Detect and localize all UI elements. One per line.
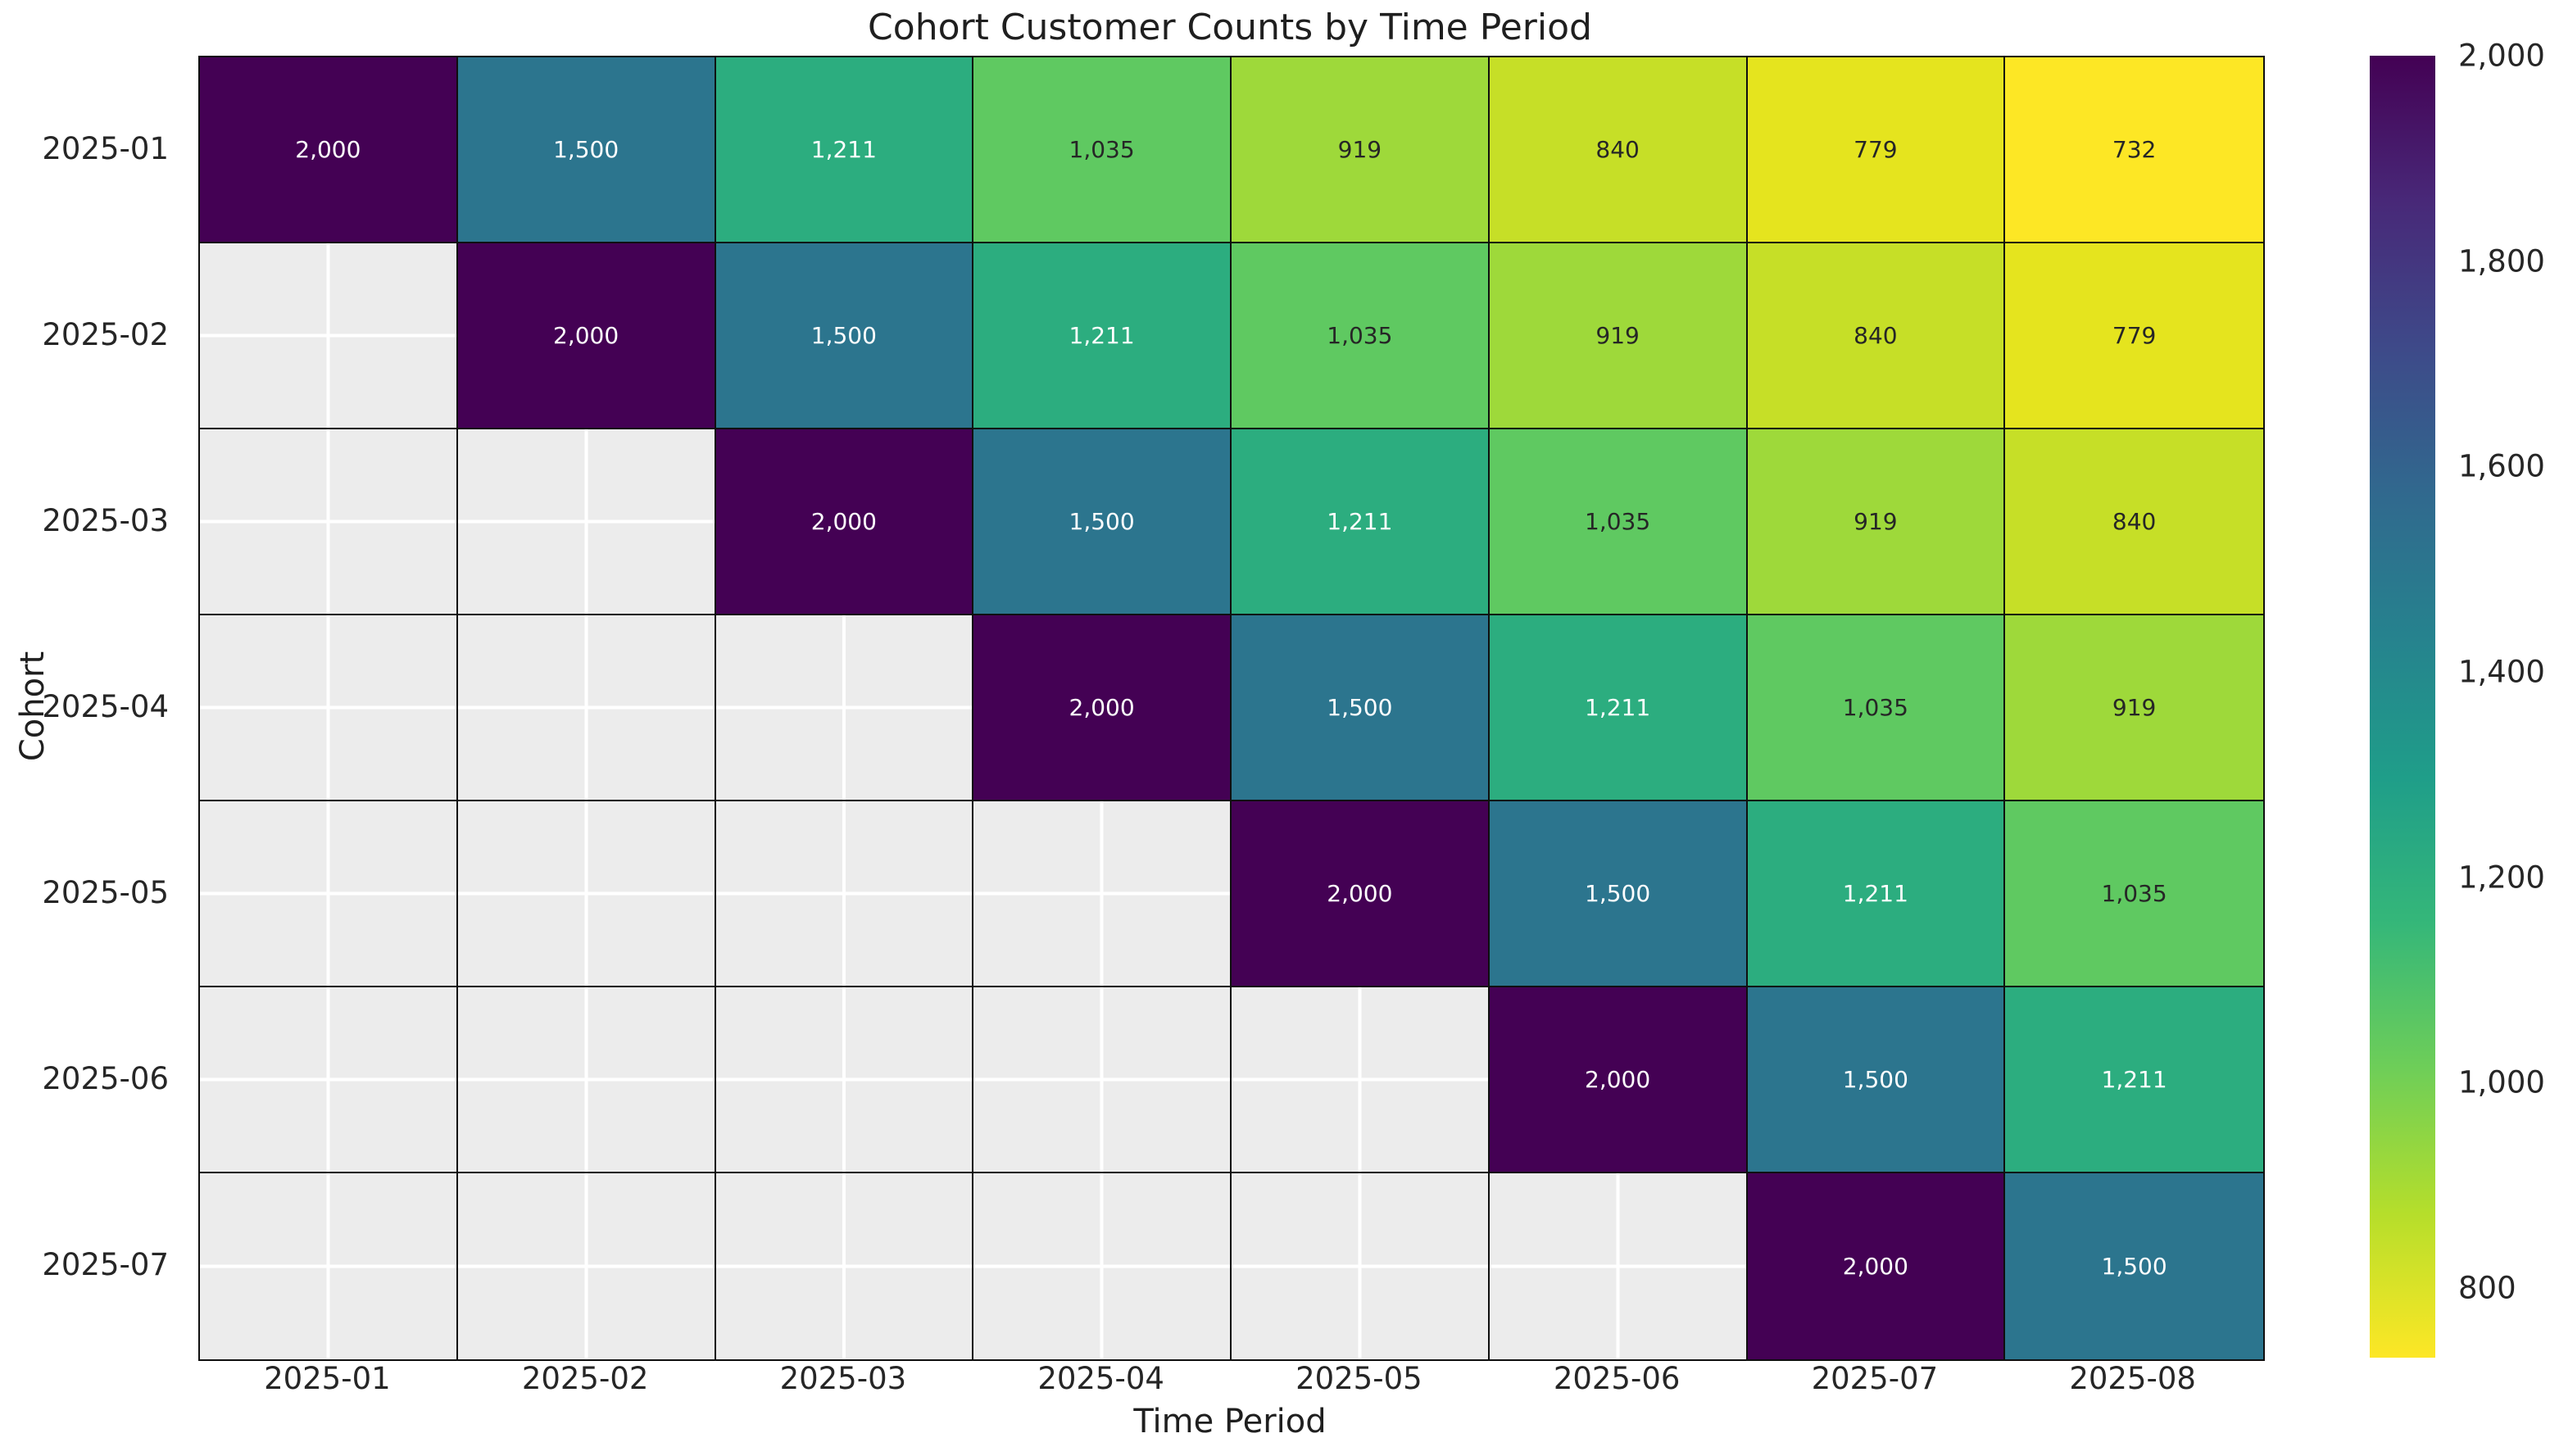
heatmap-cell: 840 bbox=[1747, 243, 2006, 429]
heatmap-empty-cell bbox=[457, 615, 716, 801]
heatmap-empty-cell bbox=[715, 987, 974, 1173]
heatmap-empty-cell bbox=[1232, 987, 1490, 1173]
heatmap-empty-cell bbox=[973, 801, 1232, 987]
y-tick-label: 2025-01 bbox=[42, 131, 169, 166]
heatmap-cell: 779 bbox=[2005, 243, 2263, 429]
colorbar-tick-label: 1,600 bbox=[2458, 448, 2545, 484]
heatmap-empty-cell bbox=[200, 801, 458, 987]
heatmap-cell: 919 bbox=[1747, 429, 2006, 615]
heatmap-cell: 2,000 bbox=[200, 57, 458, 243]
heatmap-cell: 1,500 bbox=[1747, 987, 2006, 1173]
heatmap-cell: 2,000 bbox=[1489, 987, 1748, 1173]
colorbar-ticks: 2,000 1,800 1,600 1,400 1,200 1,000 800 bbox=[2458, 39, 2550, 1358]
heatmap-cell: 1,500 bbox=[1489, 801, 1748, 987]
x-tick-label: 2025-04 bbox=[1037, 1361, 1164, 1396]
y-tick-label: 2025-04 bbox=[42, 689, 169, 724]
heatmap-empty-cell bbox=[715, 615, 974, 801]
heatmap-cell: 1,035 bbox=[1489, 429, 1748, 615]
heatmap-cell: 732 bbox=[2005, 57, 2263, 243]
heatmap-cell: 1,211 bbox=[1489, 615, 1748, 801]
heatmap-cell: 1,500 bbox=[2005, 1173, 2263, 1359]
y-tick-label: 2025-03 bbox=[42, 503, 169, 538]
heatmap-cell: 1,035 bbox=[973, 57, 1232, 243]
heatmap-empty-cell bbox=[1489, 1173, 1748, 1359]
chart-title: Cohort Customer Counts by Time Period bbox=[868, 7, 1592, 48]
heatmap-cell: 919 bbox=[2005, 615, 2263, 801]
heatmap-cell: 840 bbox=[2005, 429, 2263, 615]
colorbar-tick-label: 1,800 bbox=[2458, 243, 2545, 279]
heatmap-cell: 2,000 bbox=[715, 429, 974, 615]
y-axis-label: Cohort bbox=[14, 651, 52, 762]
heatmap-cell: 779 bbox=[1747, 57, 2006, 243]
colorbar-tick-label: 800 bbox=[2458, 1270, 2516, 1306]
x-tick-label: 2025-08 bbox=[2069, 1361, 2196, 1396]
heatmap-cell: 1,035 bbox=[1747, 615, 2006, 801]
heatmap-empty-cell bbox=[200, 429, 458, 615]
heatmap-cell: 2,000 bbox=[457, 243, 716, 429]
heatmap-empty-cell bbox=[457, 801, 716, 987]
y-tick-label: 2025-02 bbox=[42, 317, 169, 352]
x-tick-label: 2025-02 bbox=[521, 1361, 649, 1396]
colorbar-tick-label: 1,200 bbox=[2458, 860, 2545, 896]
heatmap-empty-cell bbox=[973, 987, 1232, 1173]
heatmap-cell: 919 bbox=[1232, 57, 1490, 243]
heatmap-empty-cell bbox=[973, 1173, 1232, 1359]
heatmap-empty-cell bbox=[1232, 1173, 1490, 1359]
y-tick-label: 2025-05 bbox=[42, 875, 169, 910]
heatmap-cell: 919 bbox=[1489, 243, 1748, 429]
heatmap-cell: 1,500 bbox=[457, 57, 716, 243]
y-tick-label: 2025-07 bbox=[42, 1247, 169, 1282]
colorbar-tick-label: 1,400 bbox=[2458, 654, 2545, 690]
heatmap-empty-cell bbox=[457, 429, 716, 615]
heatmap-cell: 840 bbox=[1489, 57, 1748, 243]
y-axis-ticks: 2025-01 2025-02 2025-03 2025-04 2025-05 2025-… bbox=[0, 56, 184, 1358]
x-axis-label: Time Period bbox=[1133, 1403, 1327, 1440]
colorbar-tick-label: 2,000 bbox=[2458, 38, 2545, 74]
x-tick-label: 2025-01 bbox=[264, 1361, 391, 1396]
heatmap-empty-cell bbox=[200, 987, 458, 1173]
x-tick-label: 2025-07 bbox=[1811, 1361, 1939, 1396]
heatmap-cell: 2,000 bbox=[973, 615, 1232, 801]
heatmap-empty-cell bbox=[715, 1173, 974, 1359]
heatmap-cell: 1,035 bbox=[1232, 243, 1490, 429]
heatmap-empty-cell bbox=[457, 987, 716, 1173]
heatmap-cell: 2,000 bbox=[1232, 801, 1490, 987]
heatmap-empty-cell bbox=[200, 1173, 458, 1359]
heatmap-cell: 1,211 bbox=[1232, 429, 1490, 615]
x-tick-label: 2025-03 bbox=[779, 1361, 907, 1396]
heatmap-empty-cell bbox=[715, 801, 974, 987]
x-tick-label: 2025-06 bbox=[1553, 1361, 1681, 1396]
heatmap-cell: 1,500 bbox=[1232, 615, 1490, 801]
x-tick-label: 2025-05 bbox=[1295, 1361, 1422, 1396]
heatmap-cell: 1,211 bbox=[715, 57, 974, 243]
colorbar bbox=[2370, 56, 2435, 1358]
heatmap-cell: 1,035 bbox=[2005, 801, 2263, 987]
heatmap-cell: 1,211 bbox=[2005, 987, 2263, 1173]
heatmap-empty-cell bbox=[200, 615, 458, 801]
heatmap-cell: 2,000 bbox=[1747, 1173, 2006, 1359]
colorbar-tick-label: 1,000 bbox=[2458, 1064, 2545, 1100]
heatmap-grid: 2,000 1,500 1,211 1,035 919 840 779 732 2,000 1,5… bbox=[198, 56, 2265, 1361]
heatmap-cell: 1,500 bbox=[715, 243, 974, 429]
heatmap-empty-cell bbox=[200, 243, 458, 429]
heatmap-empty-cell bbox=[457, 1173, 716, 1359]
heatmap-cell: 1,500 bbox=[973, 429, 1232, 615]
heatmap-cell: 1,211 bbox=[1747, 801, 2006, 987]
y-tick-label: 2025-06 bbox=[42, 1061, 169, 1096]
heatmap-cell: 1,211 bbox=[973, 243, 1232, 429]
x-axis-ticks: 2025-01 2025-02 2025-03 2025-04 2025-05 2025-… bbox=[198, 1361, 2262, 1397]
